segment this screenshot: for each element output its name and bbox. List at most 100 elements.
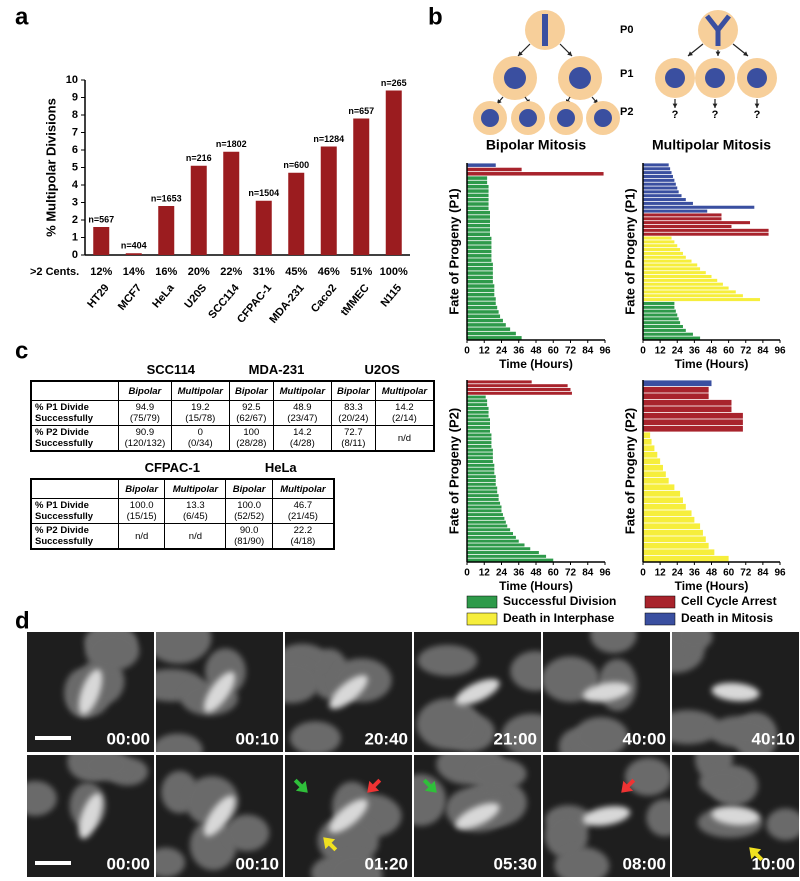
cell-text: 14.2 (395, 402, 414, 413)
y-tick-label: 5 (72, 161, 78, 173)
subheader: Multipolar (170, 380, 230, 401)
legend-swatch (644, 612, 676, 626)
x-tick-label: 84 (757, 346, 769, 357)
cell-text: (0/34) (187, 438, 213, 449)
arrow-head (712, 103, 718, 108)
table-cell: 100 (28/28) (228, 425, 274, 452)
x-tick-label: 48 (706, 568, 718, 579)
nucleus-blur (285, 659, 320, 704)
lifeline-bar (643, 182, 676, 186)
lifeline-bar (643, 432, 651, 439)
lifeline-bar (643, 221, 751, 225)
x-tick-label: 96 (774, 568, 786, 579)
arrow-head (715, 51, 721, 56)
table-cell: n/d (164, 523, 227, 550)
lifeline-bar (467, 215, 490, 219)
arrow-head (688, 51, 693, 56)
x-tick-label: 24 (672, 346, 684, 357)
lifeline-bar (643, 232, 769, 236)
timestamp: 40:10 (752, 729, 795, 748)
lifeline-bar (643, 171, 672, 175)
lifeline-bar (643, 198, 686, 202)
generation-label: P0 (620, 24, 633, 36)
arrow-head (672, 103, 678, 108)
lifeline-bar (467, 494, 499, 498)
y-axis-label: Fate of Progeny (P2) (446, 408, 461, 534)
x-tick-label: 96 (774, 346, 786, 357)
cell-text: 22.2 (293, 525, 313, 536)
lifeline-bar (467, 497, 499, 501)
lifeline-bar (643, 451, 658, 458)
lifeline-bar (643, 259, 692, 263)
lifeline-bar (643, 244, 678, 248)
legend-label: Successful Division (503, 594, 616, 608)
annotation: n=600 (283, 160, 309, 170)
lifeline-bar (643, 425, 743, 432)
lifeline-bar (467, 395, 486, 399)
table-row: % P1 Divide Successfully 100.0 (15/15) 13.3… (30, 498, 335, 524)
lifeline-bar (467, 501, 501, 505)
lifeline-bar (467, 202, 489, 206)
arrow-head (518, 51, 523, 56)
timestamp: 00:00 (107, 729, 150, 748)
x-tick-label: 72 (740, 568, 752, 579)
micrograph (672, 755, 799, 877)
subheader: Multipolar (164, 478, 227, 499)
cell-text: 90.0 (239, 525, 259, 536)
nucleus-blur (156, 733, 203, 752)
micrograph (285, 755, 412, 877)
nuclei (543, 632, 637, 752)
x-tick-label: 48 (530, 346, 542, 357)
micrograph (27, 755, 154, 877)
scale-bar (35, 736, 71, 740)
annotation: n=404 (121, 241, 147, 251)
table-cell: 100.0 (15/15) (117, 498, 166, 524)
lifeline-bar (467, 241, 492, 245)
chromosomes (711, 806, 760, 826)
chromosomes (582, 806, 631, 826)
lifeline-bar (467, 210, 490, 215)
timestamp: 00:00 (107, 854, 150, 873)
lifeline-bar (467, 228, 490, 232)
subheader: Bipolar (228, 380, 274, 401)
lifeline-bar (643, 190, 679, 194)
lifeline-bar (643, 274, 712, 279)
lifeline-bar (643, 213, 722, 217)
table-cell: n/d (374, 425, 435, 452)
cell-text: 13.3 (186, 500, 205, 511)
micrograph (285, 632, 412, 752)
lifeline-bar (643, 290, 736, 294)
cell-text: (28/28) (236, 438, 267, 449)
lifeline-bar (467, 245, 492, 249)
nucleus-blur (27, 780, 57, 816)
lifeline-bar (467, 520, 506, 524)
lifeline-bar (643, 471, 666, 478)
cell-arrow-head (749, 847, 762, 860)
lifeline-bar (467, 305, 498, 310)
x-tick-label: tMMEC (339, 282, 372, 318)
nucleus (504, 67, 526, 89)
nuclei (156, 632, 246, 752)
x-axis-label: Time (Hours) (675, 579, 749, 593)
y-axis-label: % Multipolar Divisions (43, 98, 58, 237)
subheader: Multipolar (271, 478, 335, 499)
nuclei (695, 755, 799, 841)
x-tick-label: 36 (689, 568, 701, 579)
lifeline-bar (643, 412, 743, 419)
nuclei (672, 632, 778, 752)
lifeline-bar (467, 310, 499, 314)
arrow-head (567, 51, 572, 56)
y-tick-label: 0 (72, 249, 78, 261)
micrograph (672, 632, 799, 752)
bar (353, 118, 370, 255)
lifeline-bar (643, 325, 683, 329)
chromosomes (78, 669, 103, 715)
micrograph (27, 632, 154, 752)
micrograph (414, 632, 541, 752)
row-label: >2 Cents. (30, 266, 79, 278)
timestamp: 21:00 (494, 729, 537, 748)
x-tick-label: Caco2 (309, 282, 339, 315)
lifeline-bar (643, 228, 769, 232)
micrograph (156, 632, 283, 752)
